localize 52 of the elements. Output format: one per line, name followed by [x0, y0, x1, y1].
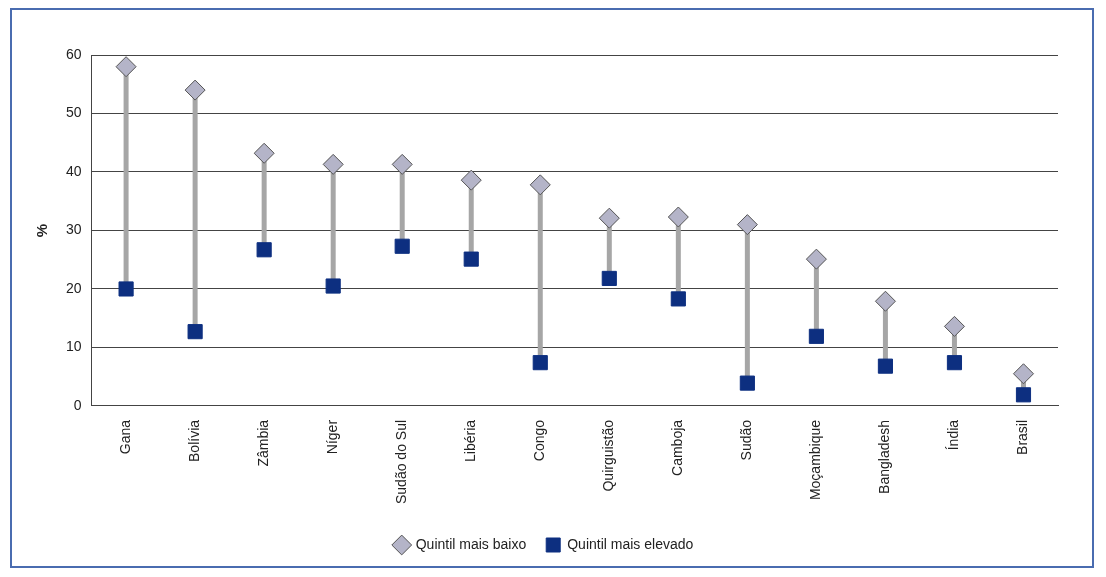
- point: [463, 251, 479, 267]
- y-tick-label: 50: [65, 104, 82, 121]
- point: [667, 206, 689, 228]
- point: [460, 169, 482, 191]
- x-tick-label: Zâmbia: [255, 419, 272, 467]
- x-tick-label: Sudão do Sul: [393, 419, 410, 505]
- point: [877, 358, 893, 374]
- point: [118, 281, 134, 297]
- point: [325, 278, 341, 294]
- point: [874, 290, 896, 312]
- point: [601, 270, 617, 286]
- y-axis-title: %: [33, 223, 51, 238]
- x-tick-label: Brasil: [1014, 419, 1031, 455]
- point: [1015, 387, 1032, 403]
- point: [739, 375, 755, 391]
- x-tick-label: Libéria: [462, 419, 479, 462]
- y-tick-label: 60: [65, 45, 82, 62]
- point: [943, 315, 965, 337]
- point: [670, 291, 686, 307]
- point: [532, 355, 548, 371]
- point: [946, 355, 963, 371]
- point: [1012, 363, 1034, 385]
- point: [391, 153, 413, 175]
- x-tick-label: Camboja: [669, 419, 686, 476]
- point: [256, 242, 272, 258]
- x-tick-label: Índia: [945, 419, 962, 451]
- point: [394, 238, 410, 254]
- x-tick-label: Níger: [324, 419, 341, 455]
- x-tick-label: Quirguistão: [600, 419, 617, 492]
- point: [115, 56, 137, 78]
- x-tick-label: Bolívia: [185, 419, 202, 462]
- point: [808, 328, 824, 344]
- x-tick-label: Congo: [531, 419, 548, 462]
- point: [184, 79, 206, 101]
- y-tick-label: 40: [65, 162, 82, 179]
- x-tick-label: Sudão: [738, 419, 755, 461]
- point: [736, 214, 758, 236]
- legend-label: Quintil mais baixo: [415, 535, 527, 552]
- y-tick-label: 10: [65, 338, 82, 355]
- point: [187, 324, 203, 340]
- point: [529, 174, 551, 196]
- x-tick-label: Bangladesh: [876, 419, 893, 494]
- point: [598, 207, 620, 229]
- y-tick-label: 0: [73, 396, 82, 413]
- y-tick-label: 20: [65, 279, 82, 296]
- x-tick-label: Gana: [116, 419, 133, 455]
- x-tick-label: Moçambique: [807, 419, 824, 501]
- point: [322, 153, 344, 175]
- y-tick-label: 30: [65, 221, 82, 238]
- point: [253, 142, 275, 164]
- point: [805, 248, 827, 270]
- legend-label: Quintil mais elevado: [567, 535, 694, 552]
